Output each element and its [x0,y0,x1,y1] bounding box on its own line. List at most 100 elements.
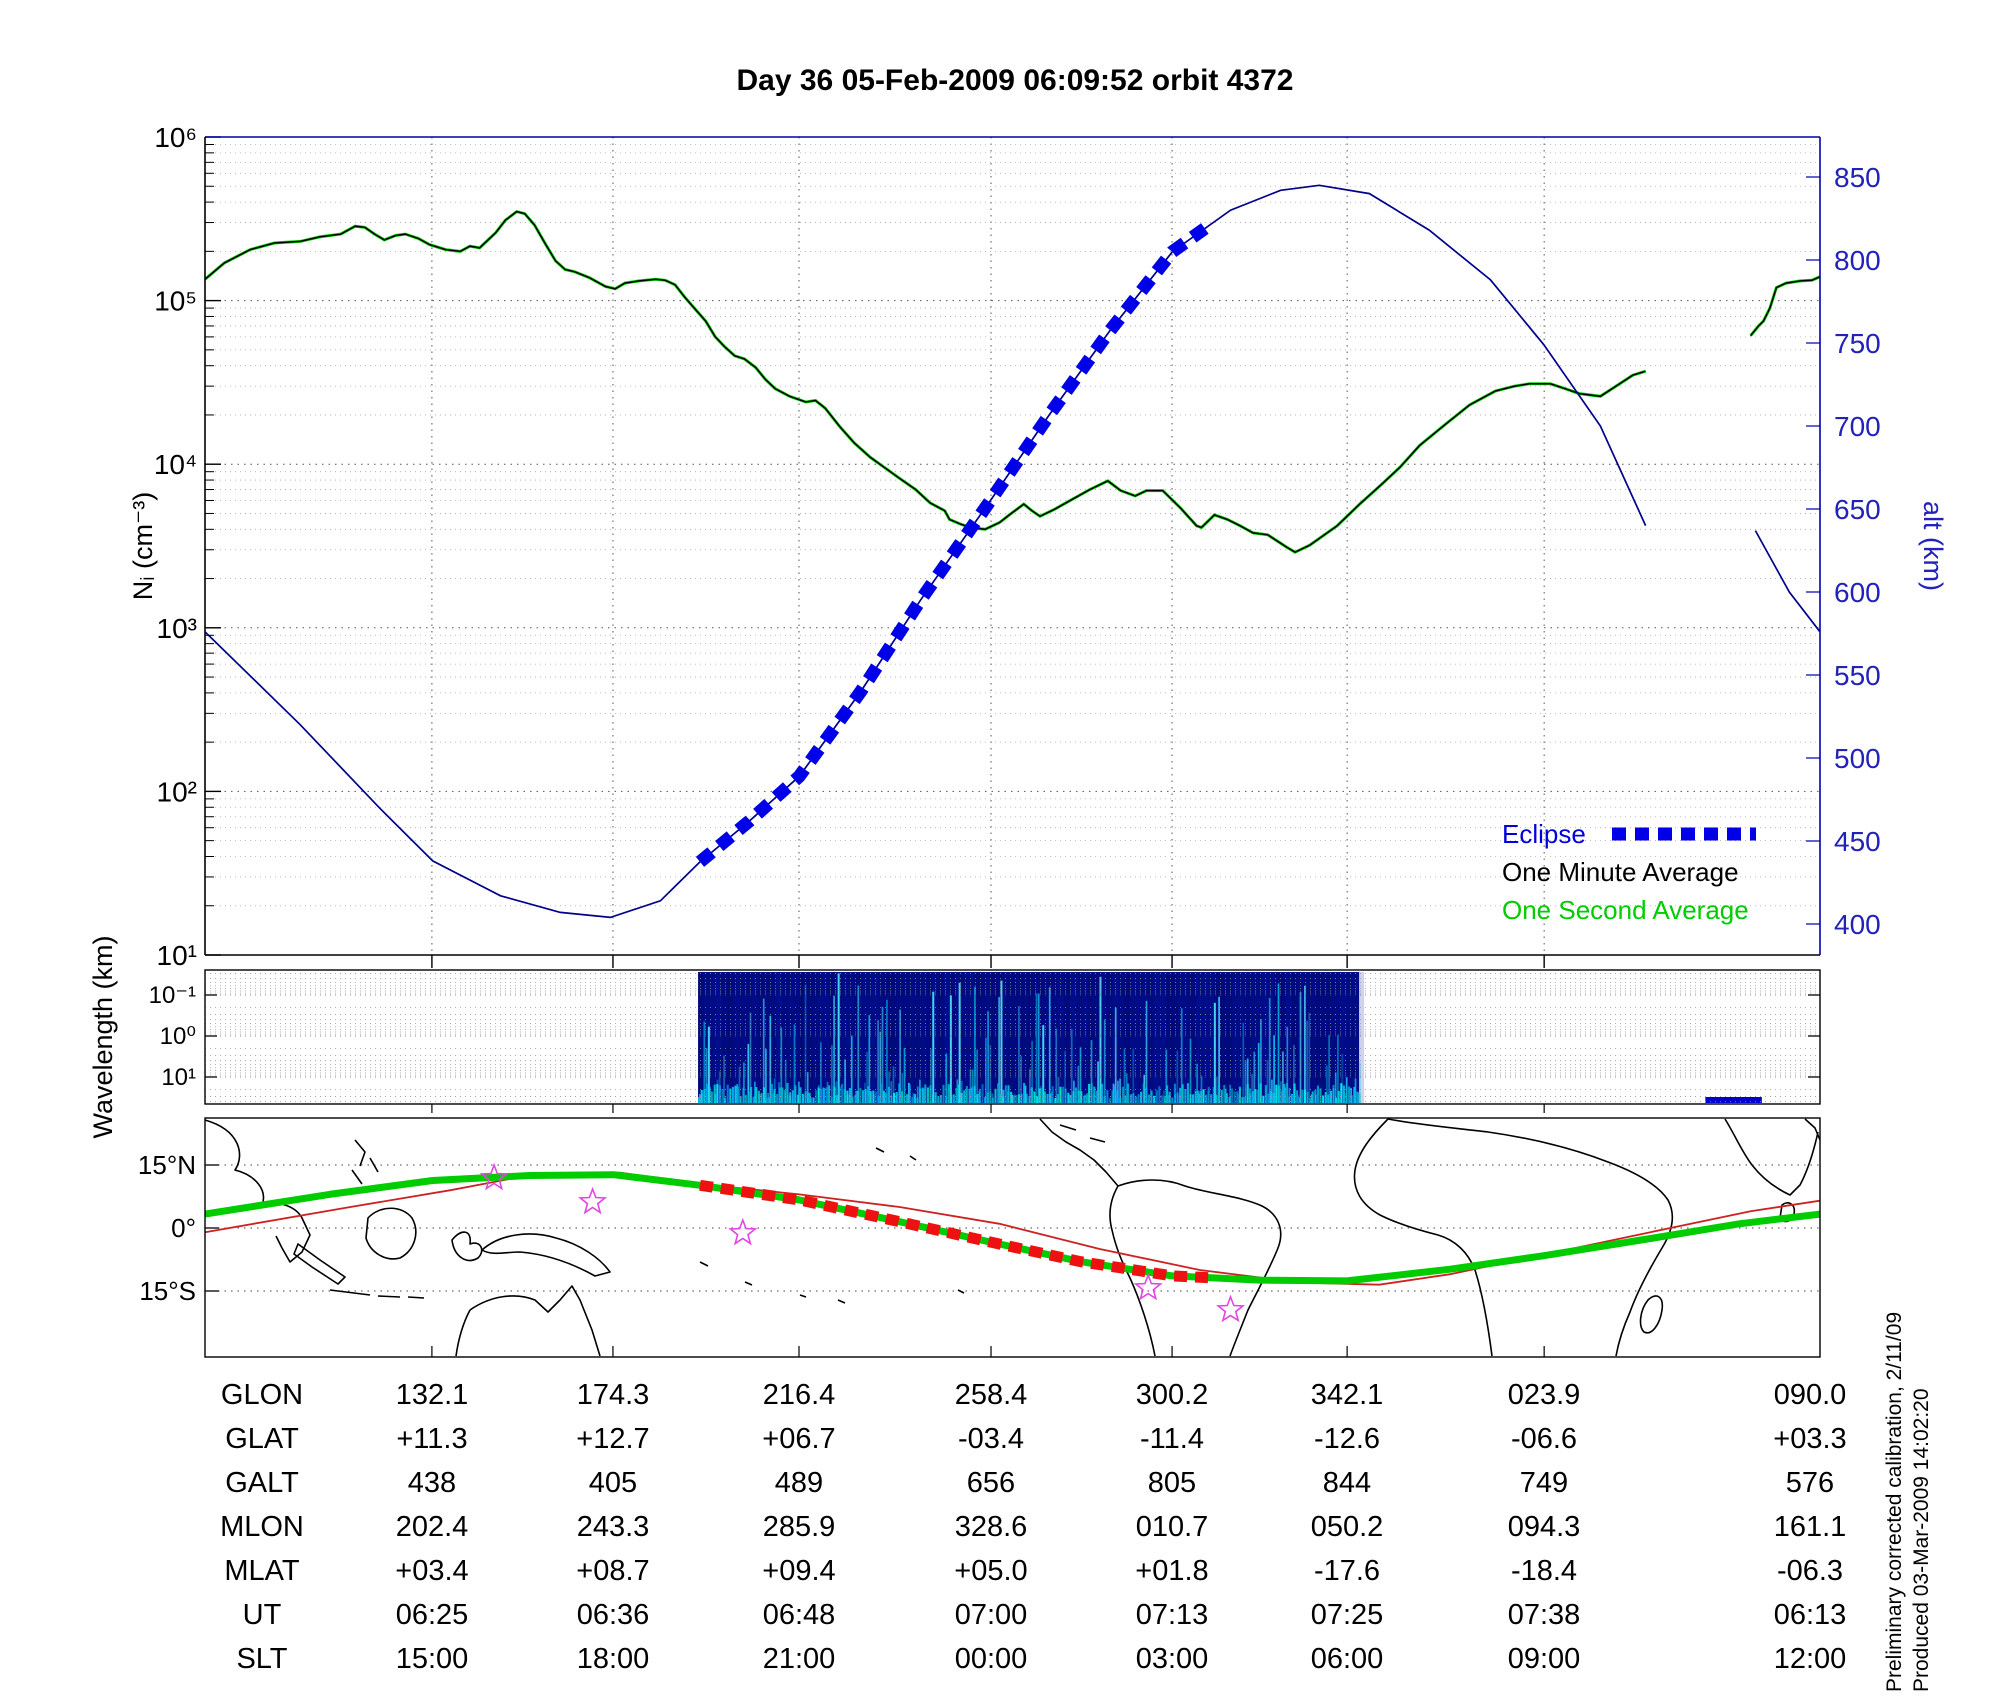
ni-tick-label: 10² [157,776,197,807]
table-cell: 805 [1148,1467,1196,1499]
credit-line-2: Produced 03-Mar-2009 14:02:20 [1910,1388,1933,1692]
table-cell: 03:00 [1136,1643,1209,1675]
altitude-line [1754,530,1821,633]
table-cell: 09:00 [1508,1643,1581,1675]
table-cell: 21:00 [763,1643,836,1675]
coastline [481,1233,611,1277]
table-cell: 405 [589,1467,637,1499]
table-cell: 328.6 [955,1511,1028,1543]
table-cell: 07:25 [1311,1599,1384,1631]
wavelength-tick-label: 10⁻¹ [149,982,196,1009]
table-cell: 00:00 [955,1643,1028,1675]
coastline [1639,1295,1664,1334]
coastline [351,1139,379,1185]
legend-one-second-label: One Second Average [1502,895,1749,925]
density-and-altitude-series [204,184,1821,919]
magnetic-equator-line [204,1171,1821,1286]
table-cell: 06:13 [1774,1599,1847,1631]
alt-tick-label: 600 [1834,577,1881,608]
coastline [329,1289,425,1299]
table-row-label: GALT [225,1467,299,1499]
coastline [1109,1179,1282,1357]
one-minute-average-line [204,210,1646,554]
table-cell: 06:25 [396,1599,469,1631]
table-cell: +03.4 [395,1555,468,1587]
table-cell: 174.3 [577,1379,650,1411]
spectrogram-image [205,972,1820,1103]
legend: Eclipse One Minute Average One Second Av… [1502,819,1756,925]
table-cell: +05.0 [954,1555,1027,1587]
coastline [699,1147,965,1304]
ni-tick-label: 10³ [157,613,197,644]
figure-title: Day 36 05-Feb-2009 06:09:52 orbit 4372 [737,64,1294,97]
eclipse-overlay [695,219,1214,867]
one-second-average-line [1749,275,1821,337]
ni-tick-label: 10⁶ [154,122,197,153]
coastline [455,1285,601,1357]
table-cell: -06.6 [1511,1423,1577,1455]
table-cell: 342.1 [1311,1379,1384,1411]
table-cell: 243.3 [577,1511,650,1543]
axis-ticks-and-labels: 10⁶ 10⁵ 10⁴ 10³ 10² 10¹ 850 800 750 700 650 600 550 5… [138,122,1881,1357]
conjunction-star [1216,1294,1246,1323]
coastline [365,1207,417,1260]
coastline [1353,1118,1493,1357]
ni-tick-label: 10¹ [157,940,197,971]
table-cell: 749 [1520,1467,1568,1499]
wavelength-axis-label: Wavelength (km) [88,935,118,1138]
table-cell: +12.7 [576,1423,649,1455]
density-panel-grid [205,137,1820,955]
table-cell: 438 [408,1467,456,1499]
panel-borders [204,136,1821,1358]
table-cell: 161.1 [1774,1511,1847,1543]
map-lat-tick-label: 0° [171,1213,196,1243]
map-lat-tick-label: 15°N [138,1150,196,1180]
coastline [293,1243,346,1285]
alt-tick-label: 400 [1834,909,1881,940]
table-cell: 258.4 [955,1379,1028,1411]
coastline [1724,1118,1821,1223]
alt-tick-label: 850 [1834,162,1881,193]
table-cell: +03.3 [1773,1423,1846,1455]
table-row-label: UT [243,1599,282,1631]
table-cell: 656 [967,1467,1015,1499]
alt-tick-label: 800 [1834,245,1881,276]
alt-axis-label: alt (km) [1918,501,1948,591]
table-cell: 050.2 [1311,1511,1384,1543]
table-cell: 285.9 [763,1511,836,1543]
spectrogram-border [204,969,1821,1105]
table-cell: 844 [1323,1467,1371,1499]
one-minute-average-line [1750,276,1821,337]
spectrogram-extra-dash [1705,1097,1762,1103]
table-row-label: MLAT [224,1555,299,1587]
wavelength-tick-label: 10¹ [161,1064,196,1091]
alt-tick-label: 700 [1834,411,1881,442]
table-cell: +01.8 [1135,1555,1208,1587]
table-row-label: GLAT [225,1423,299,1455]
coastline [204,1119,311,1263]
alt-tick-label: 750 [1834,328,1881,359]
table-row-label: GLON [221,1379,303,1411]
table-row-label: SLT [236,1643,287,1675]
table-cell: 12:00 [1774,1643,1847,1675]
table-cell: 18:00 [577,1643,650,1675]
credit-line-1: Preliminary corrected calibration, 2/11/… [1883,1312,1906,1692]
table-cell: 06:00 [1311,1643,1384,1675]
table-cell: 15:00 [396,1643,469,1675]
ni-tick-label: 10⁴ [154,449,197,480]
table-cell: -12.6 [1314,1423,1380,1455]
table-cell: 300.2 [1136,1379,1209,1411]
table-cell: 489 [775,1467,823,1499]
coastline [451,1231,483,1262]
ni-axis-label: Nᵢ (cm⁻³) [128,492,158,600]
table-cell: 202.4 [396,1511,469,1543]
map-lat-tick-label: 15°S [139,1276,196,1306]
table-cell: 216.4 [763,1379,836,1411]
table-cell: 576 [1786,1467,1834,1499]
table-cell: 132.1 [396,1379,469,1411]
wavelength-tick-label: 10⁰ [160,1023,196,1050]
table-cell: -11.4 [1140,1423,1204,1455]
coastline [1387,1118,1674,1357]
